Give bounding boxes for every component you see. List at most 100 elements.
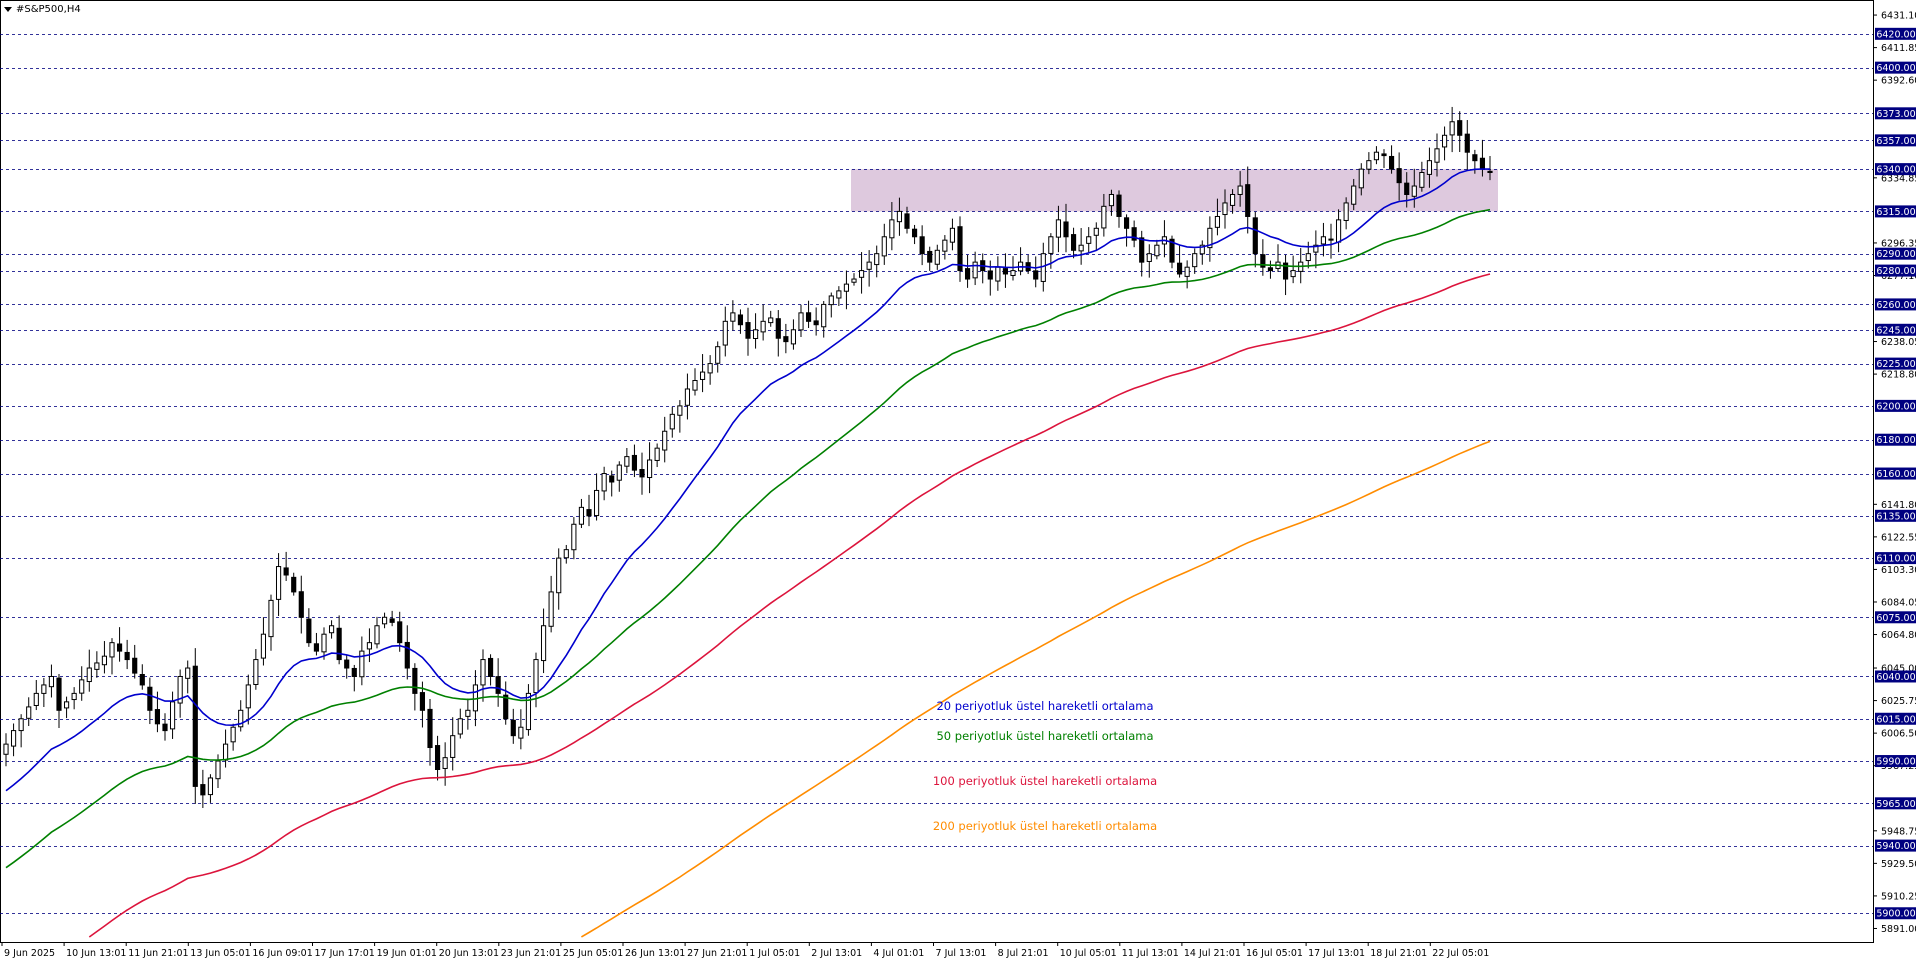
time-tick-label-8: 23 Jun 21:01 bbox=[501, 948, 561, 959]
candle-body-56 bbox=[427, 708, 433, 749]
candle-body-6 bbox=[48, 675, 55, 688]
candle-body-144 bbox=[1093, 227, 1099, 236]
candle-body-36 bbox=[275, 566, 282, 600]
candle-body-53 bbox=[404, 641, 410, 669]
level-label-2: 6373.00 bbox=[1876, 109, 1915, 120]
candle-body-15 bbox=[116, 643, 123, 652]
candle-body-162 bbox=[1229, 193, 1236, 206]
candle-body-183 bbox=[1388, 155, 1395, 170]
time-tick-label-2: 11 Jun 21:01 bbox=[128, 948, 188, 959]
candle-body-43 bbox=[328, 625, 335, 634]
candle-body-9 bbox=[71, 692, 77, 701]
price-tick-label-14: 6025.75 bbox=[1881, 696, 1916, 707]
level-label-box-9 bbox=[1875, 323, 1916, 336]
level-label-box-5 bbox=[1875, 205, 1916, 218]
candle-body-133 bbox=[1010, 270, 1016, 276]
candle-body-30 bbox=[230, 726, 236, 743]
candle-body-165 bbox=[1252, 217, 1258, 255]
candle-body-176 bbox=[1335, 219, 1342, 243]
level-label-17: 6040.00 bbox=[1876, 672, 1915, 683]
candle-body-150 bbox=[1139, 237, 1145, 263]
level-label-box-21 bbox=[1875, 839, 1916, 852]
level-label-box-14 bbox=[1875, 509, 1916, 522]
dropdown-triangle-icon[interactable] bbox=[4, 7, 12, 12]
legend-entry-0: 20 periyotluk üstel hareketli ortalama bbox=[936, 699, 1153, 713]
candle-body-19 bbox=[147, 686, 153, 711]
time-tick-label-15: 7 Jul 13:01 bbox=[936, 948, 987, 959]
candle-body-58 bbox=[442, 757, 448, 769]
candle-body-48 bbox=[366, 642, 373, 650]
candle-body-35 bbox=[268, 599, 274, 638]
candle-body-166 bbox=[1260, 254, 1266, 268]
level-label-box-4 bbox=[1875, 163, 1916, 176]
candle-body-174 bbox=[1320, 236, 1327, 245]
candle-body-138 bbox=[1048, 236, 1054, 254]
candle-body-189 bbox=[1434, 148, 1440, 163]
price-tick-label-2: 6392.60 bbox=[1881, 76, 1916, 87]
price-tick-label-3: 6334.85 bbox=[1881, 173, 1916, 184]
level-label-box-17 bbox=[1875, 670, 1916, 683]
candle-body-37 bbox=[283, 567, 289, 576]
candle-body-45 bbox=[344, 659, 350, 669]
candle-body-92 bbox=[699, 371, 706, 380]
time-tick-label-21: 17 Jul 13:01 bbox=[1308, 948, 1365, 959]
level-label-14: 6135.00 bbox=[1876, 511, 1915, 522]
candle-body-159 bbox=[1207, 227, 1213, 249]
candle-body-186 bbox=[1411, 185, 1417, 197]
candle-body-52 bbox=[397, 621, 403, 644]
candle-body-25 bbox=[192, 665, 198, 787]
level-label-9: 6245.00 bbox=[1876, 325, 1915, 336]
level-label-box-1 bbox=[1875, 61, 1916, 74]
candle-body-161 bbox=[1222, 202, 1228, 216]
level-label-box-3 bbox=[1875, 134, 1916, 147]
candle-body-26 bbox=[200, 784, 206, 796]
price-tick-label-7: 6218.80 bbox=[1881, 370, 1916, 381]
candle-body-131 bbox=[995, 266, 1001, 282]
candle-body-87 bbox=[662, 430, 668, 451]
level-label-box-20 bbox=[1875, 797, 1916, 810]
candle-body-147 bbox=[1116, 194, 1122, 217]
candle-body-164 bbox=[1245, 184, 1251, 217]
chart-title-bar[interactable]: #S&P500,H4 bbox=[4, 4, 81, 15]
price-tick-label-10: 6103.30 bbox=[1881, 565, 1916, 576]
candle-body-18 bbox=[139, 673, 145, 686]
candle-body-178 bbox=[1351, 185, 1357, 205]
candle-body-124 bbox=[942, 239, 948, 252]
candle-body-143 bbox=[1086, 236, 1092, 244]
candle-body-59 bbox=[450, 735, 456, 758]
candle-body-55 bbox=[419, 692, 426, 711]
candle-body-69 bbox=[525, 692, 532, 731]
candle-body-127 bbox=[964, 268, 971, 280]
legend-entry-3: 200 periyotluk üstel hareketli ortalama bbox=[933, 819, 1157, 833]
candle-body-74 bbox=[563, 549, 569, 559]
candle-body-156 bbox=[1184, 266, 1190, 277]
candle-body-112 bbox=[851, 278, 857, 283]
legend-entry-1: 50 periyotluk üstel hareketli ortalama bbox=[936, 729, 1153, 743]
candle-body-95 bbox=[722, 320, 728, 346]
candle-body-71 bbox=[540, 625, 547, 662]
time-tick-label-23: 22 Jul 05:01 bbox=[1432, 948, 1489, 959]
candle-body-119 bbox=[904, 213, 910, 229]
candle-body-128 bbox=[972, 261, 978, 279]
candle-body-118 bbox=[896, 210, 903, 223]
candle-body-77 bbox=[586, 509, 592, 517]
candle-body-114 bbox=[866, 261, 872, 270]
candle-body-122 bbox=[927, 250, 933, 263]
level-label-15: 6110.00 bbox=[1876, 554, 1915, 565]
candle-body-180 bbox=[1366, 160, 1372, 170]
candle-body-185 bbox=[1404, 182, 1410, 195]
candle-body-42 bbox=[321, 633, 327, 653]
candle-body-27 bbox=[207, 777, 214, 796]
candle-body-72 bbox=[548, 591, 554, 627]
candle-body-17 bbox=[132, 657, 138, 674]
candle-body-110 bbox=[836, 290, 842, 299]
level-label-3: 6357.00 bbox=[1876, 136, 1915, 147]
candle-body-86 bbox=[654, 447, 660, 461]
time-tick-label-7: 20 Jun 13:01 bbox=[439, 948, 499, 959]
candle-body-90 bbox=[684, 388, 691, 406]
candle-body-8 bbox=[63, 701, 70, 709]
candle-body-33 bbox=[253, 659, 259, 685]
candle-body-20 bbox=[154, 709, 161, 725]
candle-body-160 bbox=[1214, 215, 1221, 228]
